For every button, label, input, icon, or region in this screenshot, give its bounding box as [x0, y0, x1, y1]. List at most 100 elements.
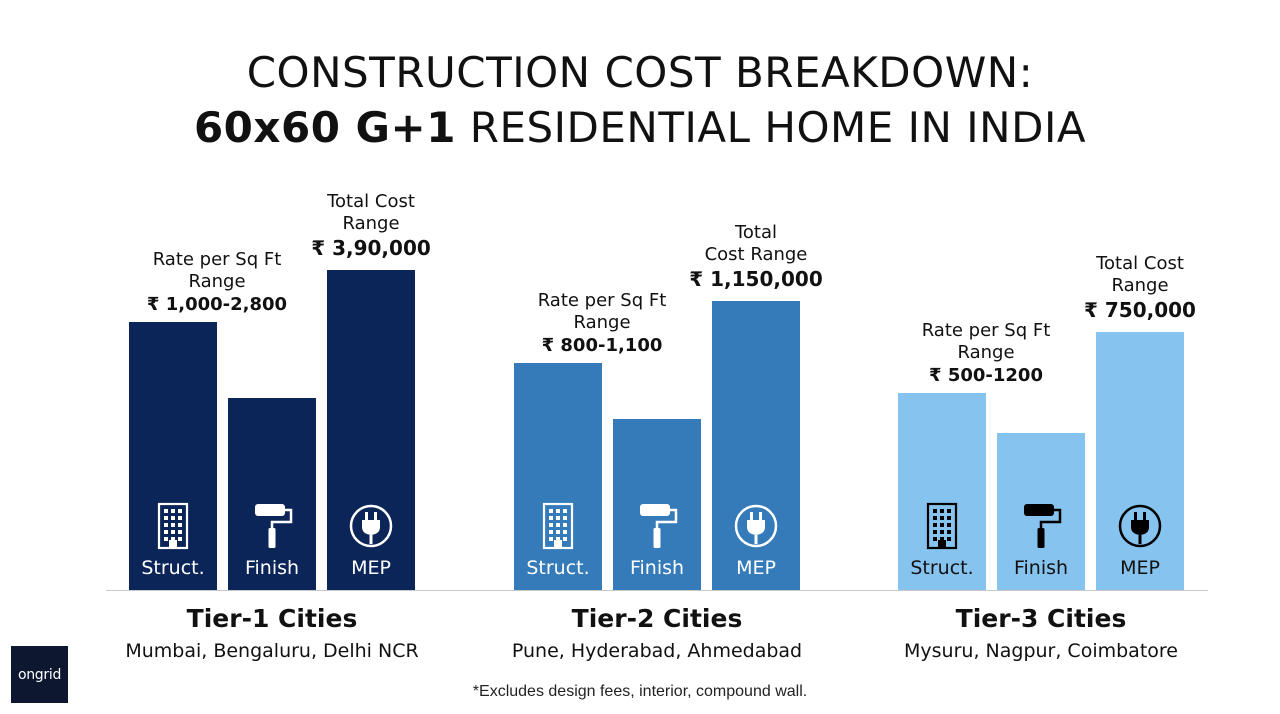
- tier2-roller-frame: [655, 508, 678, 528]
- tier3-rate-label-2: Range: [957, 342, 1014, 363]
- tier1-building-window: [178, 537, 182, 541]
- tier1-building-door: [169, 540, 177, 548]
- tier3-total-label: Total Cost: [1095, 253, 1184, 274]
- tier1-building-window: [171, 509, 175, 513]
- tier1-building-icon: [157, 502, 189, 550]
- tier1-plug-cord: [369, 535, 373, 544]
- tier3-building-window: [947, 530, 951, 534]
- tier3-building-window: [933, 516, 937, 520]
- tier1-rate-label-2: Range: [188, 271, 245, 292]
- tier1-building-window: [164, 509, 168, 513]
- tier1-building-window: [178, 516, 182, 520]
- tier1-bar-finish: [228, 398, 316, 590]
- tier3-plug-cord: [1138, 535, 1142, 544]
- tier3-building-icon: [926, 502, 958, 550]
- tier1-building-window: [171, 537, 175, 541]
- tier1-building-window: [171, 516, 175, 520]
- tier2-plug-cord: [754, 535, 758, 544]
- tier2-bar-struct: [514, 363, 602, 590]
- tier3-bar-mep: [1096, 332, 1184, 590]
- tier2-building-window: [556, 537, 560, 541]
- tier2-building-window: [549, 523, 553, 527]
- tier1-total-value: ₹ 3,90,000: [311, 236, 431, 260]
- chart-title-bold-part: 60x60 G+1: [193, 103, 456, 152]
- tier2-building-window: [549, 516, 553, 520]
- tier3-building-window: [933, 537, 937, 541]
- tier3-building-window: [940, 509, 944, 513]
- tier3-building-window: [940, 523, 944, 527]
- tier2-building-window: [563, 523, 567, 527]
- tier1-roller-head: [255, 504, 285, 516]
- tier3-bar-label: Struct.: [910, 557, 973, 579]
- tier3-plug-prong-left: [1134, 512, 1137, 520]
- tier2-roller-handle: [653, 528, 661, 548]
- tier2-plug-prong-left: [750, 512, 753, 520]
- tier1-building-window: [171, 523, 175, 527]
- tier3-plug-body: [1131, 520, 1149, 535]
- tier1-plug-icon: [349, 504, 393, 548]
- tier2-building-window: [563, 530, 567, 534]
- tier3-bar-struct: [898, 393, 986, 590]
- tier3-building-window: [947, 537, 951, 541]
- tier1-building-window: [164, 523, 168, 527]
- tier2-building-window: [563, 509, 567, 513]
- tier1-building-window: [164, 530, 168, 534]
- tier2-building-window: [556, 530, 560, 534]
- ongrid-logo: ongrid: [11, 646, 68, 703]
- tier3-building-window: [940, 516, 944, 520]
- footnote: *Excludes design fees, interior, compoun…: [472, 683, 808, 700]
- tier2-rate-value: ₹ 800-1,100: [542, 335, 663, 356]
- tier2-bar-label: MEP: [736, 557, 776, 579]
- tier1-total-label: Total Cost: [326, 191, 415, 212]
- tier2-group-name: Tier-2 Cities: [572, 604, 743, 633]
- tier2-building-window: [549, 530, 553, 534]
- chart-title-line1: CONSTRUCTION COST BREAKDOWN:: [246, 48, 1034, 97]
- tier2-plug-prong-right: [759, 512, 762, 520]
- tier2-building-icon: [542, 502, 574, 550]
- tier3-roller-head: [1024, 504, 1054, 516]
- tier3-bar-label: Finish: [1014, 557, 1068, 579]
- tier3-building-window: [940, 530, 944, 534]
- tier3-total-label-2: Range: [1111, 275, 1168, 296]
- tier2-total-label-2: Cost Range: [705, 244, 808, 265]
- tier3-total-value: ₹ 750,000: [1084, 298, 1196, 322]
- tier3-building-door: [938, 540, 946, 548]
- tier2-rate-label-2: Range: [573, 312, 630, 333]
- tier2-building-window: [549, 537, 553, 541]
- tier3-plug-ring: [1118, 504, 1162, 548]
- tier3-group-subtitle: Mysuru, Nagpur, Coimbatore: [904, 640, 1178, 662]
- tier2-building-window: [549, 509, 553, 513]
- tier3-roller-frame: [1039, 508, 1062, 528]
- tier1-group-name: Tier-1 Cities: [187, 604, 358, 633]
- tier2-rate-label: Rate per Sq Ft: [538, 290, 667, 311]
- chart-title-rest: RESIDENTIAL HOME IN INDIA: [455, 103, 1087, 152]
- tier1-building-window: [178, 530, 182, 534]
- tier3-building-window: [933, 509, 937, 513]
- tier3-building-window: [947, 509, 951, 513]
- tier3-plug-icon: [1118, 504, 1162, 548]
- tier1-paint-roller-icon: [255, 504, 293, 548]
- tier1-plug-body: [362, 520, 380, 535]
- tier2-plug-ring: [734, 504, 778, 548]
- tier1-plug-prong-right: [374, 512, 377, 520]
- tier1-roller-frame: [270, 508, 293, 528]
- tier2-plug-icon: [734, 504, 778, 548]
- tier1-rate-value: ₹ 1,000-2,800: [147, 294, 287, 315]
- tier1-bar-struct: [129, 322, 217, 590]
- tier3-building-window: [933, 530, 937, 534]
- tier3-rate-value: ₹ 500-1200: [929, 365, 1043, 386]
- chart-title-line2: 60x60 G+1 RESIDENTIAL HOME IN INDIA: [0, 103, 1280, 152]
- tier3-building-window: [933, 523, 937, 527]
- tier1-roller-handle: [268, 528, 276, 548]
- tier1-building-window: [164, 516, 168, 520]
- tier3-building-window: [947, 516, 951, 520]
- tier1-bar-label: Struct.: [141, 557, 204, 579]
- tier2-total-label: Total: [734, 222, 777, 243]
- tier1-bar-label: Finish: [245, 557, 299, 579]
- tier1-bar-label: MEP: [351, 557, 391, 579]
- tier3-building-window: [947, 523, 951, 527]
- tier3-rate-label: Rate per Sq Ft: [922, 320, 1051, 341]
- tier2-plug-body: [747, 520, 765, 535]
- tier1-plug-ring: [349, 504, 393, 548]
- tier2-bar-label: Finish: [630, 557, 684, 579]
